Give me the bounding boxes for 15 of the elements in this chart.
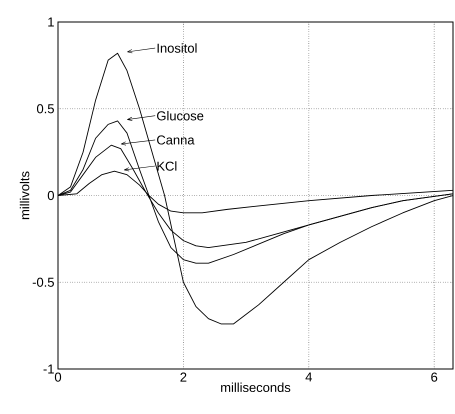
legend-label: Glucose: [157, 110, 204, 120]
x-axis-title: milliseconds: [221, 382, 290, 392]
x-tick-label: 2: [180, 372, 186, 382]
y-tick-label: 0: [48, 190, 54, 200]
y-tick-label: -0.5: [32, 278, 54, 287]
x-tick-label: 4: [305, 372, 312, 382]
legend-label: Inositol: [158, 43, 197, 53]
y-tick-label: -1: [44, 364, 54, 374]
x-tick-label: 0: [54, 372, 62, 382]
x-tick-label: 6: [431, 372, 438, 382]
legend-label: Canna: [157, 135, 195, 145]
y-axis-title: millivolts: [20, 172, 30, 220]
legend-label: KCl: [157, 161, 176, 171]
y-tick-label: 1: [48, 18, 54, 26]
y-tick-label: 0.5: [36, 104, 54, 114]
